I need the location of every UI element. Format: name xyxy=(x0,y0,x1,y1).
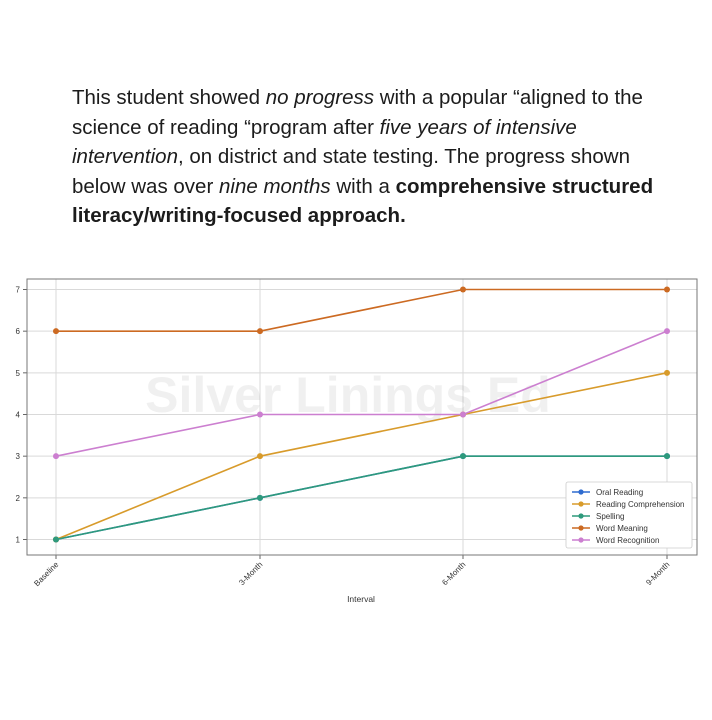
legend-swatch-point xyxy=(578,489,584,495)
x-tick-label: 6-Month xyxy=(440,560,467,587)
y-tick-label: 5 xyxy=(16,369,21,378)
data-point xyxy=(460,411,466,418)
legend-label: Spelling xyxy=(596,512,624,521)
x-axis-label: Interval xyxy=(347,594,375,604)
y-tick-label: 1 xyxy=(16,536,21,545)
y-tick-label: 6 xyxy=(16,327,21,336)
caption-text-1: This student showed xyxy=(72,86,266,109)
chart-legend: Oral Reading Reading Comprehension Spellin… xyxy=(565,481,693,549)
data-point xyxy=(664,453,670,460)
x-tick-label: 9-Month xyxy=(644,560,671,587)
legend-swatch-point xyxy=(578,513,584,519)
caption-text-2: with a popular “aligned to the science o… xyxy=(72,86,643,139)
data-point xyxy=(664,369,670,376)
series-line xyxy=(55,455,667,541)
data-point xyxy=(53,328,59,335)
caption-bold-approach: comprehensive structured literacy/writin… xyxy=(72,174,654,228)
legend-label: Word Recognition xyxy=(596,536,659,545)
series-line xyxy=(55,372,668,541)
data-point xyxy=(257,411,263,418)
caption-emphasis-nine-months: nine months xyxy=(218,174,331,198)
x-tick-label: Baseline xyxy=(32,560,60,588)
caption-emphasis-five-years: five years of intensive intervention xyxy=(72,115,577,169)
plot-frame xyxy=(26,278,698,556)
legend-label: Oral Reading xyxy=(596,488,643,497)
y-tick-label: 2 xyxy=(16,494,21,503)
data-point xyxy=(460,286,466,293)
data-point xyxy=(664,328,670,335)
data-point xyxy=(257,453,263,460)
legend-label: Word Meaning xyxy=(596,524,648,533)
caption-text-4: with a xyxy=(330,174,396,198)
chart-series xyxy=(53,286,670,543)
legend-swatch-point xyxy=(578,501,584,507)
data-point xyxy=(460,453,466,460)
data-point xyxy=(257,494,263,501)
legend-label: Reading Comprehension xyxy=(596,500,685,509)
x-tick-label: 3-Month xyxy=(237,560,264,587)
data-point xyxy=(257,328,263,335)
watermark: Silver Linings Ed xyxy=(145,367,551,423)
line-chart: Silver Linings Ed 1 2 3 4 5 6 7 Baseline 3-Month… xyxy=(16,278,698,604)
caption-paragraph: This student showed no progress with a p… xyxy=(72,83,672,231)
series-line xyxy=(56,288,667,332)
data-point xyxy=(53,453,59,460)
legend-swatch-point xyxy=(578,525,584,531)
data-point xyxy=(53,536,59,543)
y-tick-label: 3 xyxy=(16,452,21,461)
caption-text-3: , on district and state testing. The pro… xyxy=(72,145,630,198)
caption-emphasis-no-progress: no progress xyxy=(265,86,374,109)
y-tick-label: 4 xyxy=(16,411,21,420)
y-tick-label: 7 xyxy=(16,286,21,295)
legend-swatch-point xyxy=(578,537,584,543)
series-line xyxy=(55,330,668,457)
legend-box xyxy=(565,481,693,549)
data-point xyxy=(664,286,670,293)
